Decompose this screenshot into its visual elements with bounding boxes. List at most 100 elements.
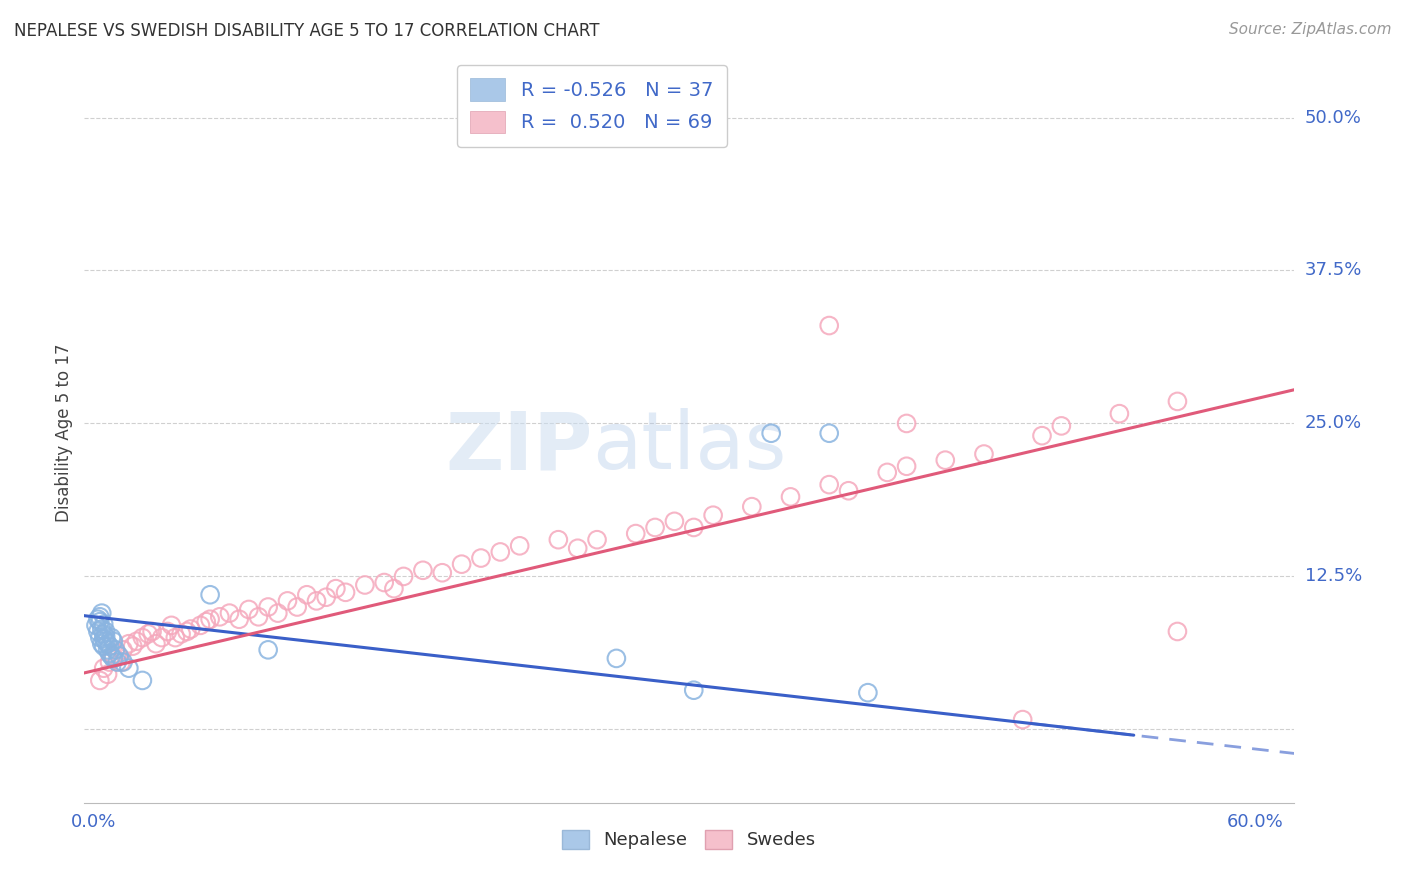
Text: 12.5%: 12.5% [1305,567,1362,585]
Point [180,622,202,636]
Point [624,526,647,541]
Point [112,655,135,669]
Point [118,661,141,675]
Point [93,627,115,641]
Point [93,639,115,653]
Point [973,447,995,461]
Point [104,643,127,657]
Point [934,453,956,467]
Point [94,624,117,639]
Text: Source: ZipAtlas.com: Source: ZipAtlas.com [1229,22,1392,37]
Point [896,459,918,474]
Point [818,477,841,491]
Point [285,599,308,614]
Point [112,643,135,657]
Text: NEPALESE VS SWEDISH DISABILITY AGE 5 TO 17 CORRELATION CHART: NEPALESE VS SWEDISH DISABILITY AGE 5 TO … [14,22,599,40]
Point [208,609,231,624]
Point [1166,394,1188,409]
Point [198,612,221,626]
Point [644,520,666,534]
Point [94,629,117,643]
Point [412,563,434,577]
Text: atlas: atlas [592,409,786,486]
Point [90,637,112,651]
Point [818,426,841,441]
Point [190,618,212,632]
Point [586,533,609,547]
Point [702,508,724,523]
Point [382,582,405,596]
Point [664,514,686,528]
Point [257,599,280,614]
Point [702,122,724,136]
Point [547,533,569,547]
Point [141,624,163,639]
Point [195,615,218,629]
Point [121,639,143,653]
Point [392,569,415,583]
Point [131,631,153,645]
Point [276,594,298,608]
Point [305,594,328,608]
Point [489,545,512,559]
Point [89,609,111,624]
Point [856,686,879,700]
Point [1011,713,1033,727]
Point [100,648,122,663]
Point [160,618,183,632]
Text: 50.0%: 50.0% [1305,109,1361,127]
Point [228,612,250,626]
Point [108,648,131,663]
Point [90,622,112,636]
Text: ZIP: ZIP [444,409,592,486]
Point [325,582,347,596]
Point [176,624,198,639]
Point [87,612,110,626]
Point [509,539,531,553]
Point [373,575,395,590]
Y-axis label: Disability Age 5 to 17: Disability Age 5 to 17 [55,343,73,522]
Point [89,631,111,645]
Point [103,648,125,663]
Point [98,647,121,661]
Point [105,655,128,669]
Point [94,634,117,648]
Point [156,624,179,639]
Point [818,318,841,333]
Point [150,631,173,645]
Point [896,417,918,431]
Point [118,637,141,651]
Point [98,639,121,653]
Point [93,632,115,646]
Point [103,634,125,648]
Point [110,655,132,669]
Point [90,606,112,620]
Point [89,615,111,629]
Point [432,566,454,580]
Point [100,631,122,645]
Point [450,557,472,571]
Point [682,520,704,534]
Point [97,667,120,681]
Point [1050,418,1073,433]
Point [170,627,193,641]
Point [295,588,318,602]
Point [84,618,107,632]
Text: 25.0%: 25.0% [1305,415,1362,433]
Text: 37.5%: 37.5% [1305,261,1362,279]
Point [103,651,125,665]
Point [470,551,492,566]
Point [267,606,290,620]
Point [97,643,120,657]
Point [145,637,167,651]
Point [87,624,110,639]
Point [354,578,377,592]
Point [838,483,860,498]
Point [257,643,280,657]
Point [98,655,121,669]
Point [218,606,240,620]
Point [741,500,763,514]
Point [335,585,357,599]
Point [567,541,589,556]
Legend: Nepalese, Swedes: Nepalese, Swedes [554,823,824,856]
